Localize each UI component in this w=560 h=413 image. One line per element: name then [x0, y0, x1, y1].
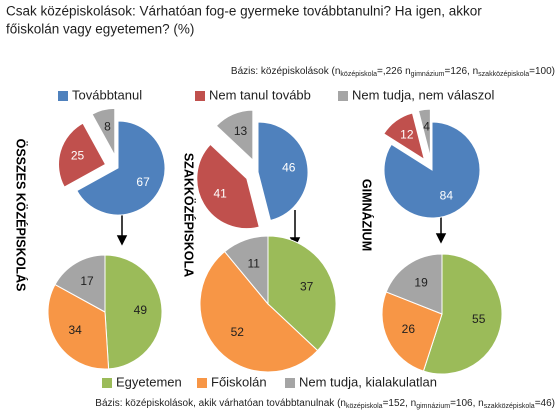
pie-slice: [383, 121, 481, 219]
pie-slice: [91, 107, 116, 156]
slice-label: 52: [231, 325, 245, 339]
pie-slice: [383, 112, 426, 161]
slice-label: 55: [472, 312, 486, 326]
base-note-part: gimnázium: [411, 71, 445, 78]
slice-label: 46: [282, 160, 296, 174]
pie-slice: [104, 254, 163, 370]
slice-label: 17: [80, 274, 94, 288]
legend-swatch: [195, 91, 205, 101]
legend-swatch: [197, 378, 207, 388]
slice-label: 4: [423, 120, 430, 134]
slice-label: 26: [402, 322, 416, 336]
base-note-part: szakközépiskola: [484, 403, 535, 410]
title-line: Csak középiskolások: Várhatóan fog-e gye…: [6, 4, 482, 19]
slice-label: 67: [136, 175, 150, 189]
base-note: Bázis: középiskolások, akik várhatóan to…: [95, 398, 555, 411]
legend-label: Egyetemen: [116, 374, 182, 389]
slice-label: 12: [400, 128, 414, 142]
base-note-part: =126, n: [445, 66, 479, 77]
slice-label: 8: [104, 119, 111, 133]
pie-slice: [257, 121, 309, 222]
legend-label: Főiskolán: [211, 374, 267, 389]
group-label: GIMNÁZIUM: [360, 179, 375, 251]
base-note-part: gimnázium: [416, 403, 450, 410]
slice-label: 49: [134, 303, 148, 317]
legend-swatch: [285, 378, 295, 388]
legend-swatch: [102, 378, 112, 388]
base-note-part: Bázis: középiskolások (n: [231, 66, 341, 77]
slice-label: 19: [414, 275, 428, 289]
base-note-part: =106, n: [450, 398, 484, 409]
base-note-part: =100): [529, 66, 555, 77]
group-label: ÖSSZES KÖZÉPISKOLÁS: [14, 139, 29, 292]
legend-swatch: [338, 91, 348, 101]
pie-slice: [215, 109, 254, 162]
slice-label: 25: [71, 148, 85, 162]
base-note: Bázis: középiskolások (nközépiskola=,226…: [231, 66, 555, 79]
pie-slice: [47, 283, 110, 370]
slice-label: 41: [213, 187, 227, 201]
pie-slice: [422, 253, 503, 375]
pie-slice: [417, 108, 431, 158]
slice-label: 34: [68, 323, 82, 337]
pie-slice: [54, 254, 106, 313]
legend-label: Nem tanul tovább: [209, 87, 311, 102]
title-line: főiskolán vagy egyetemen? (%): [6, 22, 194, 37]
slice-label: 13: [234, 124, 248, 138]
legend-label: Nem tudja, nem válaszol: [352, 87, 494, 102]
legend-label: Továbbtanul: [72, 87, 142, 102]
pie-slice: [199, 250, 319, 373]
pie-slice: [76, 120, 166, 216]
base-note-part: =46): [535, 398, 555, 409]
pie-slice: [223, 235, 269, 306]
base-note-part: középiskola: [346, 403, 383, 410]
group-label: SZAKKÖZÉPISKOLA: [182, 153, 197, 277]
pie-slice: [267, 235, 337, 352]
slice-label: 84: [440, 188, 454, 202]
slice-label: 37: [300, 279, 314, 293]
base-note-part: szakközépiskola: [478, 71, 529, 78]
base-note-part: Bázis: középiskolások, akik várhatóan to…: [95, 398, 346, 409]
pie-slice: [58, 122, 107, 188]
legend-label: Nem tudja, kialakulatlan: [299, 374, 437, 389]
pie-slice: [381, 291, 443, 372]
pie-slice: [196, 143, 260, 230]
base-note-part: =152, n: [383, 398, 417, 409]
slice-label: 11: [247, 257, 260, 271]
base-note-part: =,226 n: [377, 66, 411, 77]
legend-swatch: [58, 91, 68, 101]
base-note-part: középiskola: [340, 71, 377, 78]
pie-slice: [385, 253, 443, 315]
